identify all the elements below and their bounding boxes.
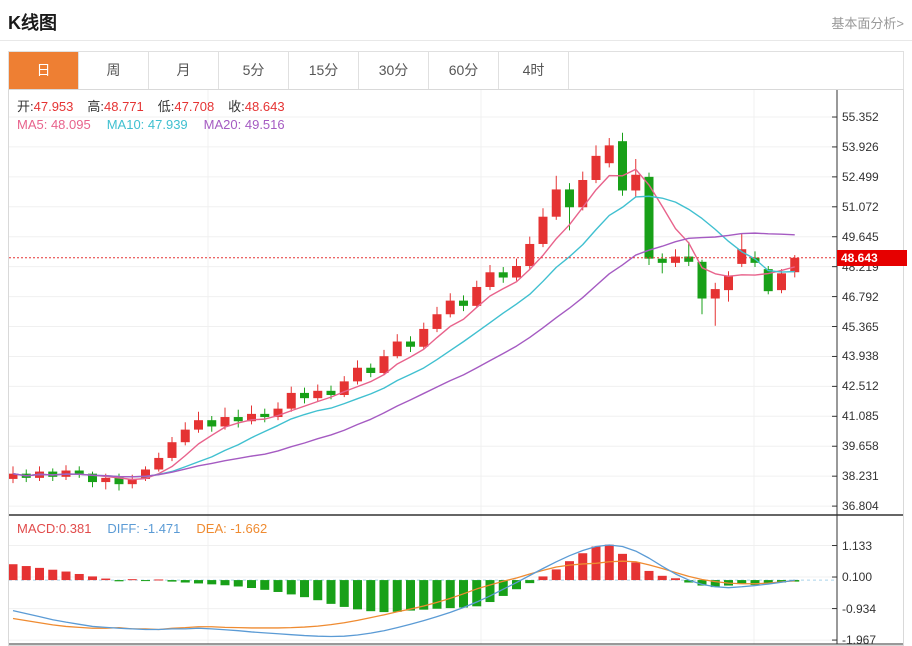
ma10-value: MA10: 47.939 <box>106 117 188 132</box>
low-value: 47.708 <box>174 99 215 114</box>
page-header: K线图 基本面分析> <box>0 0 912 41</box>
y-tick-label: 39.658 <box>842 439 879 454</box>
tab-15min[interactable]: 15分 <box>289 52 359 89</box>
chart-panel: 开:47.953 高:48.771 低:47.708 收:48.643 MA5: 48… <box>8 89 907 646</box>
close-value: 48.643 <box>244 99 285 114</box>
y-tick-label: 0.100 <box>842 570 873 585</box>
high-label: 高: <box>87 99 105 114</box>
high-value: 48.771 <box>104 99 144 114</box>
macd-value: MACD:0.381 <box>17 521 92 536</box>
y-tick-label: 43.938 <box>842 349 879 364</box>
ma-legend: MA5: 48.095 MA10: 47.939 MA20: 49.516 <box>17 117 285 132</box>
open-label: 开: <box>17 99 34 114</box>
y-tick-label: 55.352 <box>842 110 879 125</box>
fundamental-analysis-link[interactable]: 基本面分析> <box>831 16 904 31</box>
y-tick-label: 42.512 <box>842 379 879 394</box>
ma5-value: MA5: 48.095 <box>17 117 91 132</box>
low-label: 低: <box>157 99 175 114</box>
tab-month[interactable]: 月 <box>149 52 219 89</box>
y-tick-label: 45.365 <box>842 319 879 334</box>
last-price-badge: 48.643 <box>837 249 907 266</box>
tab-60min[interactable]: 60分 <box>429 52 499 89</box>
kline-chart-canvas[interactable] <box>9 90 903 645</box>
tab-30min[interactable]: 30分 <box>359 52 429 89</box>
open-value: 47.953 <box>33 99 74 114</box>
ohlc-legend: 开:47.953 高:48.771 低:47.708 收:48.643 <box>17 96 299 115</box>
page-title: K线图 <box>8 13 57 33</box>
period-tab-bar: 日周月 5分 15分 30分 60分 4时 <box>8 51 904 89</box>
y-tick-label: -1.967 <box>842 633 877 646</box>
y-tick-label: 1.133 <box>842 538 873 553</box>
y-tick-label: 51.072 <box>842 199 879 214</box>
diff-value: DIFF: -1.471 <box>107 521 181 536</box>
close-label: 收: <box>228 99 245 114</box>
y-tick-label: -0.934 <box>842 601 877 616</box>
macd-legend: MACD:0.381 DIFF: -1.471 DEA: -1.662 <box>17 521 267 536</box>
ma20-value: MA20: 49.516 <box>203 117 285 132</box>
y-tick-label: 49.645 <box>842 229 879 244</box>
y-tick-label: 46.792 <box>842 289 879 304</box>
tab-week[interactable]: 周 <box>79 52 149 89</box>
y-tick-label: 36.804 <box>842 499 879 514</box>
y-tick-label: 38.231 <box>842 469 879 484</box>
y-tick-label: 52.499 <box>842 169 879 184</box>
tab-4hour[interactable]: 4时 <box>499 52 569 89</box>
y-tick-label: 41.085 <box>842 409 879 424</box>
y-tick-label: 53.926 <box>842 139 879 154</box>
tab-5min[interactable]: 5分 <box>219 52 289 89</box>
tab-day[interactable]: 日 <box>9 52 79 89</box>
dea-value: DEA: -1.662 <box>196 521 268 536</box>
